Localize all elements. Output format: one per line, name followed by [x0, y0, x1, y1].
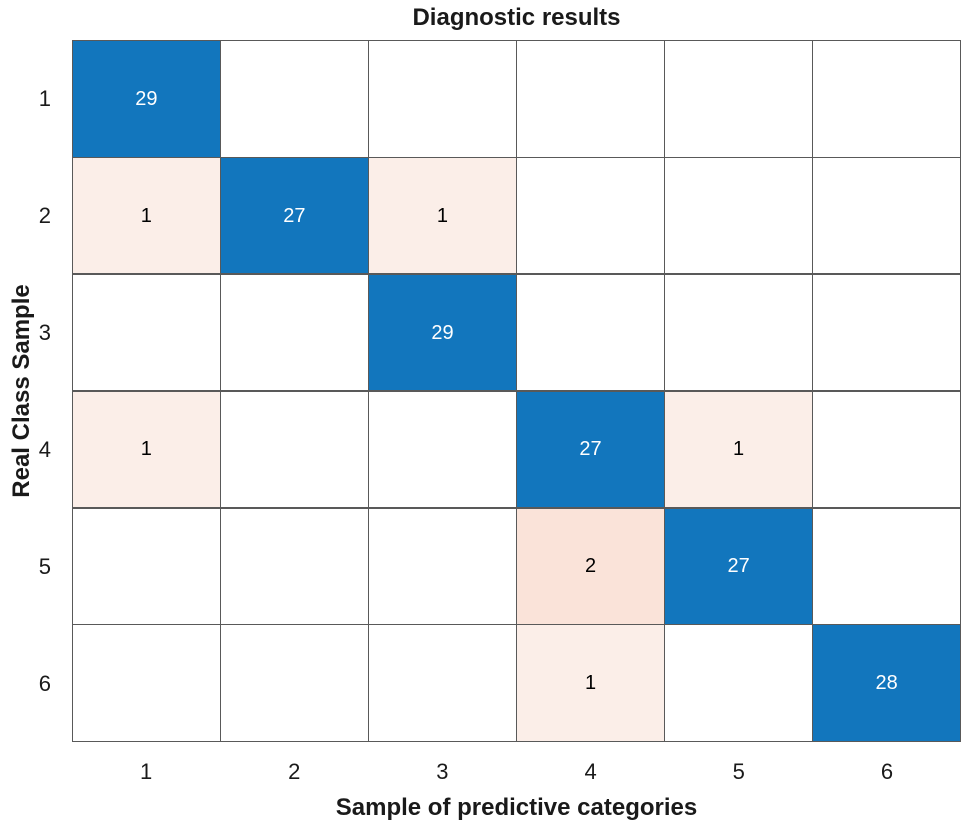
- y-tick-label: 3: [38, 319, 51, 345]
- matrix-cell: [369, 625, 516, 741]
- matrix-cell: [665, 625, 812, 741]
- matrix-cell: 27: [221, 157, 368, 274]
- x-tick-label: 4: [584, 759, 597, 784]
- matrix-cell: [517, 274, 664, 391]
- matrix-cell: 1: [517, 625, 664, 741]
- matrix-cell: 1: [73, 391, 220, 508]
- matrix-cell: [517, 41, 664, 157]
- y-tick-label: 6: [38, 670, 51, 696]
- y-tick-label: 5: [38, 553, 51, 579]
- matrix-cell: [813, 274, 960, 391]
- matrix-cell: [73, 508, 220, 625]
- x-tick-label: 5: [732, 759, 745, 784]
- matrix-cell: [813, 157, 960, 274]
- matrix-cell: [221, 508, 368, 625]
- matrix-cell: [369, 391, 516, 508]
- matrix-cell: [369, 508, 516, 625]
- matrix-cell: [517, 157, 664, 274]
- x-axis-label: Sample of predictive categories: [335, 794, 698, 821]
- matrix-cell: 1: [73, 157, 220, 274]
- matrix-cell: [813, 391, 960, 508]
- matrix-cell: [73, 625, 220, 741]
- chart-title: Diagnostic results: [412, 4, 621, 31]
- matrix-cell: 2: [517, 508, 664, 625]
- matrix-cell: [369, 41, 516, 157]
- matrix-cell: 28: [813, 625, 960, 741]
- matrix-cell: [665, 41, 812, 157]
- y-tick-label: 1: [38, 85, 51, 111]
- matrix-cell: 29: [73, 41, 220, 157]
- y-axis-ticks: 1 2 3 4 5 6: [0, 40, 62, 742]
- matrix-cell: [221, 625, 368, 741]
- matrix-cell: [665, 274, 812, 391]
- x-tick-label: 3: [436, 759, 449, 784]
- matrix-cell: [221, 41, 368, 157]
- matrix-cell: [221, 274, 368, 391]
- matrix-cell: [221, 391, 368, 508]
- y-tick-label: 2: [38, 202, 51, 228]
- matrix-cell: 1: [665, 391, 812, 508]
- matrix-cell: [813, 508, 960, 625]
- x-tick-label: 1: [139, 759, 153, 784]
- matrix-cell: [665, 157, 812, 274]
- matrix-cell: 1: [369, 157, 516, 274]
- matrix-cell: 29: [369, 274, 516, 391]
- matrix-cell: [813, 41, 960, 157]
- y-tick-label: 4: [38, 436, 51, 462]
- x-axis-ticks: 1 2 3 4 5 6: [72, 752, 961, 792]
- matrix-grid: 29 1 27 1 29 1 27 1 2 27 1 28: [72, 40, 961, 742]
- matrix-cell: [73, 274, 220, 391]
- x-tick-label: 6: [880, 759, 894, 784]
- matrix-cell: 27: [517, 391, 664, 508]
- x-tick-label: 2: [288, 759, 301, 784]
- matrix-cell: 27: [665, 508, 812, 625]
